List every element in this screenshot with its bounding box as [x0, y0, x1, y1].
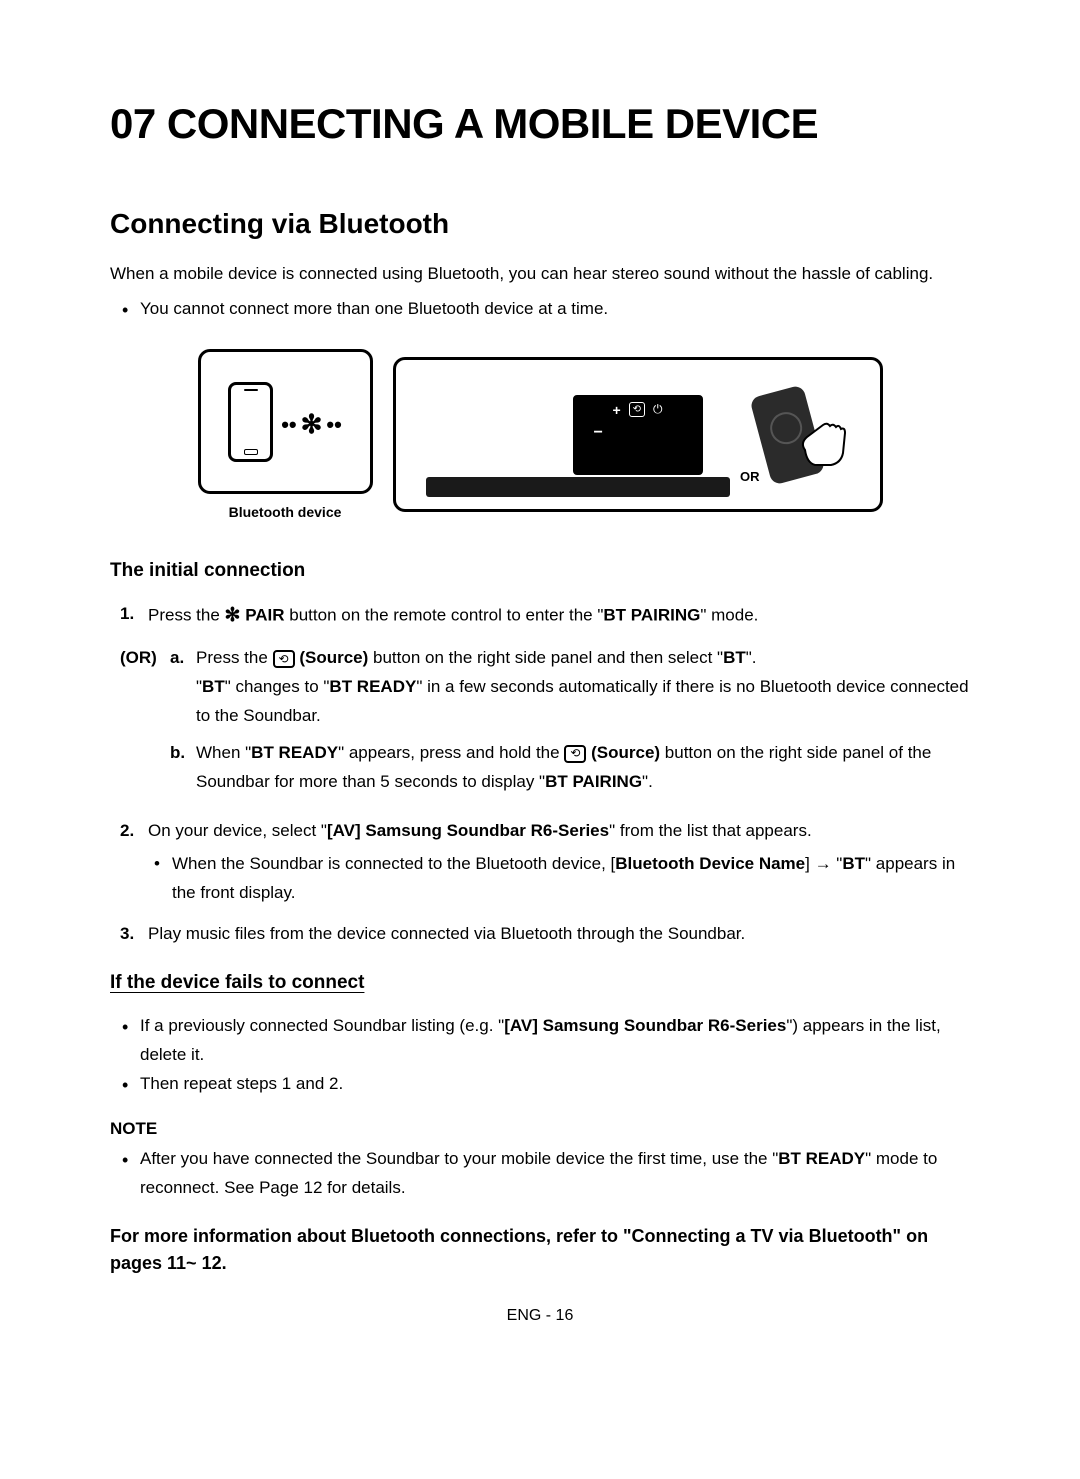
- bt-pairing-label-2: BT PAIRING: [545, 772, 642, 791]
- substep-b-text-2: " appears, press and hold the: [338, 743, 564, 762]
- step-2-bullet-a: When the Soundbar is connected to the Bl…: [172, 854, 615, 873]
- tv-power-icon: ⏻: [653, 402, 663, 417]
- initial-connection-heading: The initial connection: [110, 560, 970, 582]
- phone-icon: [228, 382, 273, 462]
- bt-label-2: BT: [202, 677, 225, 696]
- step-1-text-b: button on the remote control to enter th…: [285, 606, 604, 625]
- step-1-number: 1.: [120, 600, 148, 632]
- step-3: 3. Play music files from the device conn…: [120, 920, 970, 949]
- step-2-number: 2.: [120, 817, 148, 908]
- chapter-title: 07 CONNECTING A MOBILE DEVICE: [110, 100, 970, 148]
- diagram-row: ••✻•• Bluetooth device + ⟲ ⏻ − OR: [110, 349, 970, 520]
- section-title: Connecting via Bluetooth: [110, 208, 970, 240]
- step-2-text-b: " from the list that appears.: [609, 821, 812, 840]
- tv-minus-icon: −: [594, 424, 603, 442]
- step-1-text-a: Press the: [148, 606, 225, 625]
- substep-a-line2-b: " changes to ": [225, 677, 330, 696]
- note-heading: NOTE: [110, 1119, 970, 1139]
- bt-label-3: BT: [842, 854, 865, 873]
- fails-bullet-1a: If a previously connected Soundbar listi…: [140, 1016, 504, 1035]
- substep-b-text-4: ".: [642, 772, 653, 791]
- hand-icon: [795, 415, 855, 470]
- bluetooth-signal-icon: ••✻••: [281, 409, 342, 440]
- step-3-number: 3.: [120, 920, 148, 949]
- source-icon: ⟲: [273, 650, 295, 668]
- fails-bullet-1: If a previously connected Soundbar listi…: [140, 1012, 970, 1070]
- bt-ready-label: BT READY: [329, 677, 416, 696]
- step-1: 1. Press the ✻ PAIR button on the remote…: [120, 600, 970, 632]
- substep-a-text-2: button on the right side panel and then …: [368, 648, 723, 667]
- fails-heading: If the device fails to connect: [110, 972, 970, 994]
- substep-b-letter: b.: [170, 739, 196, 797]
- step-2-bullet: When the Soundbar is connected to the Bl…: [172, 850, 970, 908]
- tv-plus-icon: +: [612, 402, 620, 418]
- bt-ready-label-3: BT READY: [778, 1149, 865, 1168]
- source-icon: ⟲: [564, 745, 586, 763]
- soundbar-tv-box: + ⟲ ⏻ − OR: [393, 357, 883, 512]
- device-name-label: [AV] Samsung Soundbar R6-Series: [327, 821, 609, 840]
- note-bullet-a: After you have connected the Soundbar to…: [140, 1149, 778, 1168]
- source-label-2: (Source): [586, 743, 660, 762]
- step-1-text-c: " mode.: [700, 606, 758, 625]
- bt-ready-label-2: BT READY: [251, 743, 338, 762]
- soundbar-icon: [426, 477, 730, 497]
- bt-pairing-label: BT PAIRING: [603, 606, 700, 625]
- more-info-text: For more information about Bluetooth con…: [110, 1223, 970, 1277]
- pair-label: PAIR: [240, 606, 284, 625]
- substep-b-text-1: When ": [196, 743, 251, 762]
- intro-bullet: You cannot connect more than one Bluetoo…: [140, 295, 970, 324]
- device-name-label-2: [AV] Samsung Soundbar R6-Series: [504, 1016, 786, 1035]
- bt-label: BT: [723, 648, 746, 667]
- note-bullet: After you have connected the Soundbar to…: [140, 1145, 970, 1203]
- substep-a-text-3: ".: [746, 648, 757, 667]
- intro-text: When a mobile device is connected using …: [110, 260, 970, 287]
- source-label: (Source): [295, 648, 369, 667]
- or-step: (OR) a. Press the ⟲ (Source) button on t…: [120, 644, 970, 804]
- bluetooth-device-box: ••✻•• Bluetooth device: [198, 349, 373, 520]
- page-footer: ENG - 16: [110, 1307, 970, 1325]
- bluetooth-icon: ✻: [225, 600, 241, 632]
- tv-icon: + ⟲ ⏻ −: [573, 395, 703, 475]
- remote-icon: [760, 390, 860, 485]
- fails-bullet-2: Then repeat steps 1 and 2.: [140, 1070, 970, 1099]
- bluetooth-device-label: Bluetooth device: [198, 504, 373, 520]
- step-3-text: Play music files from the device connect…: [148, 920, 970, 949]
- or-prefix: (OR): [120, 644, 170, 804]
- step-2-text-a: On your device, select ": [148, 821, 327, 840]
- step-2-bullet-b: ] → ": [805, 854, 842, 873]
- substep-a-text-1: Press the: [196, 648, 273, 667]
- tv-source-icon: ⟲: [629, 402, 645, 417]
- step-2: 2. On your device, select "[AV] Samsung …: [120, 817, 970, 908]
- or-label: OR: [740, 469, 760, 484]
- substep-a-letter: a.: [170, 644, 196, 731]
- bt-devname-label: Bluetooth Device Name: [615, 854, 805, 873]
